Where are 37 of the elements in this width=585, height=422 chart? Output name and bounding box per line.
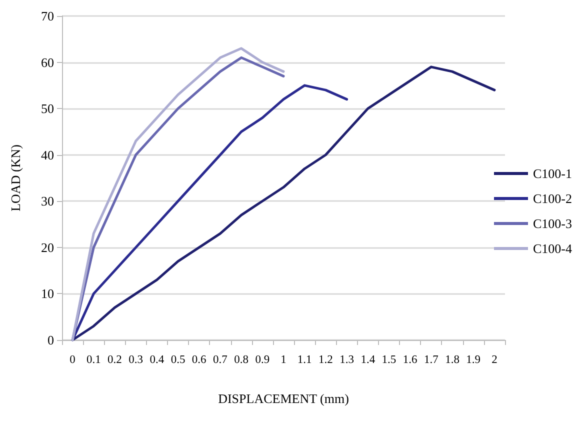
x-tick-label: 0.2 [108,354,122,366]
x-tick-label: 1.3 [340,354,354,366]
x-tick-label: 1 [280,354,287,366]
y-tick-label: 60 [41,54,54,70]
x-tick-label: 0.5 [170,354,186,366]
x-tick-label: 1.2 [318,354,334,366]
y-tick-label: 10 [41,286,54,302]
x-axis-title: DISPLACEMENT (mm) [218,391,349,406]
y-axis-title: LOAD (KN) [8,144,23,212]
line-series [71,66,496,342]
x-tick-label: 1.8 [445,354,460,366]
x-tick-label: 1.5 [382,354,396,366]
x-tick-label: 0.3 [128,354,144,366]
x-tick-label: 0 [70,354,76,366]
legend-label: C100-2 [533,191,572,206]
x-tick-label: 1.1 [297,354,312,366]
y-tick-label: 40 [41,147,54,162]
y-tick-label: 70 [41,8,54,24]
x-tick-label: 0.1 [86,354,102,366]
y-tick-label: 0 [48,332,54,348]
x-tick-label: 0.8 [234,354,249,366]
x-tick-label: 1.7 [424,354,439,366]
x-tick-label: 0.6 [192,354,207,366]
x-tick-label: 1.9 [466,354,481,366]
line-series [71,84,348,342]
y-tick-label: 20 [41,240,54,255]
legend-label: C100-1 [533,166,572,181]
y-tick-label: 50 [41,101,54,116]
x-tick-label: 1.4 [360,354,376,366]
x-tick-label: 0.4 [150,354,164,366]
y-tick-label: 30 [41,194,54,209]
x-tick-label: 0.9 [255,354,270,366]
x-tick-label: 1.6 [402,354,418,366]
legend-label: C100-3 [533,216,572,231]
legend-label: C100-4 [533,241,572,256]
x-tick-label: 2 [492,354,498,366]
x-tick-label: 0.7 [213,354,228,366]
